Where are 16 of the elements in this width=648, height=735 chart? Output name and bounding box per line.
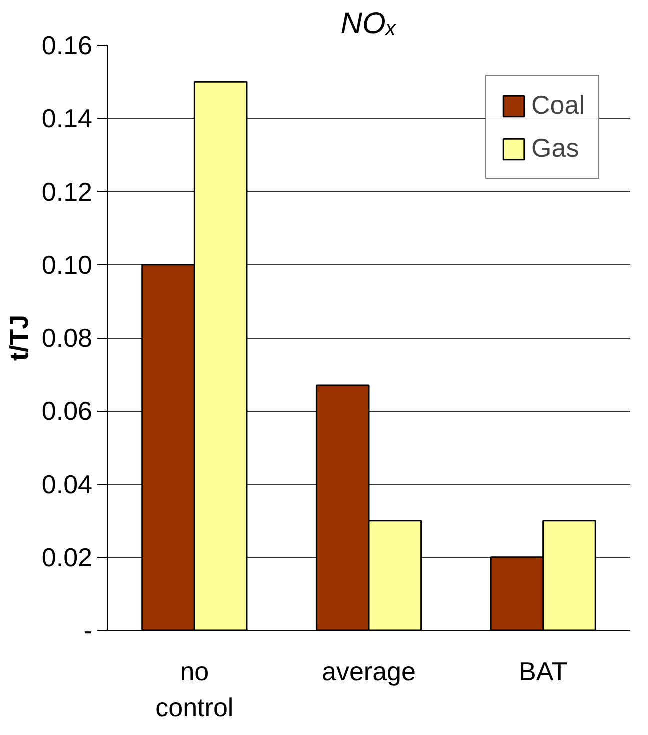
y-tick-label: 0.08 bbox=[42, 323, 93, 353]
x-tick-label: BAT bbox=[519, 656, 568, 686]
y-tick-label: 0.02 bbox=[42, 542, 93, 572]
x-tick-label: no control bbox=[156, 656, 234, 722]
y-tick-label: 0.10 bbox=[42, 250, 93, 280]
y-tick-label: 0.16 bbox=[42, 30, 93, 60]
y-tick-label: 0.12 bbox=[42, 176, 93, 207]
legend-label: Coal bbox=[532, 90, 585, 121]
y-tick-label: 0.14 bbox=[42, 104, 93, 134]
x-tick-label: average bbox=[322, 656, 416, 686]
y-tick-label: - bbox=[84, 616, 93, 646]
y-tick-label: 0.06 bbox=[42, 396, 93, 426]
chart-title: NOₓ bbox=[340, 8, 398, 40]
y-axis-title: t/TJ bbox=[4, 314, 34, 362]
legend-label: Gas bbox=[532, 133, 580, 164]
y-tick-label: 0.04 bbox=[42, 469, 93, 500]
